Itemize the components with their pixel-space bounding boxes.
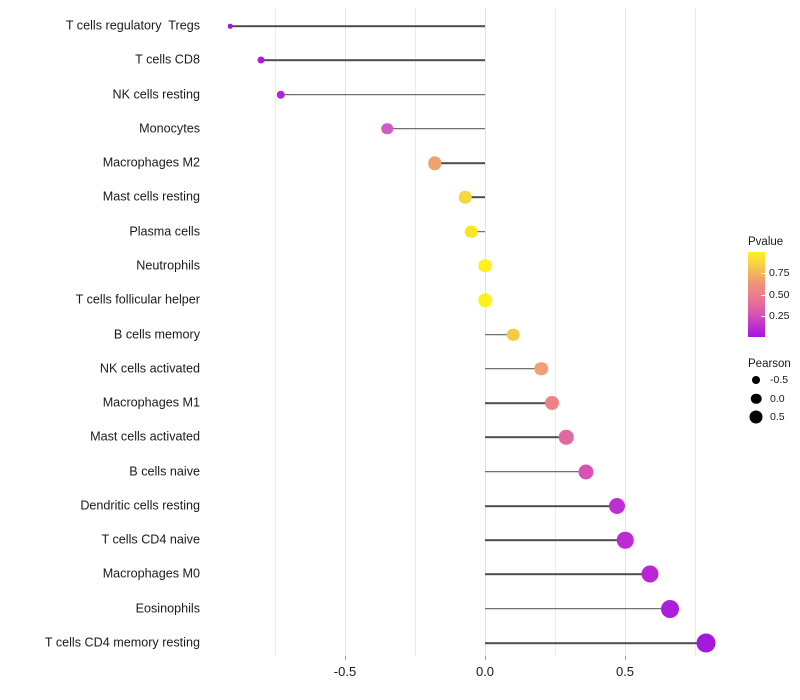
y-axis-tick-label: T cells CD8 <box>135 52 200 67</box>
y-axis-tick-label: Dendritic cells resting <box>80 498 200 513</box>
size-legend-dot <box>752 376 760 384</box>
lollipop-dot[interactable] <box>696 633 716 653</box>
colorbar-tick-mark <box>761 273 765 275</box>
y-axis-tick-label: B cells naive <box>129 464 200 479</box>
lollipop-stem <box>485 642 707 644</box>
x-axis-tick-label: 0.0 <box>475 664 495 679</box>
gridline-minor <box>695 8 696 656</box>
y-axis-tick-label: Macrophages M1 <box>102 395 200 410</box>
size-legend-label: 0.5 <box>770 411 785 423</box>
size-legend-label: 0.0 <box>770 392 785 405</box>
y-axis-tick-label: Eosinophils <box>135 601 200 616</box>
x-axis-tick-mark <box>345 656 346 660</box>
lollipop-stem <box>485 607 670 610</box>
x-axis-tick-label: 0.5 <box>615 664 635 679</box>
lollipop-dot[interactable] <box>427 156 442 170</box>
gridline-minor <box>555 8 556 656</box>
y-axis-tick-label: T cells CD4 naive <box>101 532 200 547</box>
colorbar-tick-mark <box>761 315 765 317</box>
lollipop-dot[interactable] <box>478 259 492 273</box>
x-axis-tick-label: -0.5 <box>333 664 357 679</box>
lollipop-dot[interactable] <box>608 497 625 514</box>
y-axis-tick-label: Macrophages M2 <box>102 155 200 170</box>
y-axis-tick-label: Neutrophils <box>136 258 200 273</box>
lollipop-dot[interactable] <box>545 396 560 411</box>
size-legend-dot <box>750 393 762 404</box>
lollipop-dot[interactable] <box>578 464 594 480</box>
lollipop-stem <box>434 162 485 164</box>
pearson-size-legend: Pearson -0.5 0.0 0.5 <box>745 358 800 438</box>
lollipop-dot[interactable] <box>478 293 492 307</box>
lollipop-stem <box>485 470 586 473</box>
lollipop-dot[interactable] <box>534 362 548 376</box>
pvalue-legend-title: Pvalue <box>748 236 784 248</box>
x-axis-tick-mark <box>625 656 626 660</box>
lollipop-stem <box>387 128 485 130</box>
lollipop-stem <box>485 368 541 370</box>
lollipop-dot[interactable] <box>381 123 393 135</box>
lollipop-dot[interactable] <box>506 328 520 341</box>
size-legend-label: -0.5 <box>770 374 789 386</box>
colorbar-tick-label: 0.25 <box>769 309 790 322</box>
y-axis-tick-label: NK cells resting <box>112 87 201 102</box>
gridline-major <box>345 8 346 656</box>
lollipop-dot[interactable] <box>616 531 634 549</box>
lollipop-dot[interactable] <box>276 90 285 99</box>
lollipop-dot[interactable] <box>558 430 574 445</box>
colorbar-tick-label: 0.50 <box>769 288 790 301</box>
lollipop-stem <box>485 436 567 439</box>
gridline-minor <box>275 8 276 656</box>
y-axis-tick-label: B cells memory <box>113 327 200 342</box>
pvalue-color-legend: Pvalue 0.75 0.50 0.25 <box>745 236 800 346</box>
gridline-major <box>625 8 626 656</box>
y-axis-tick-label: T cells CD4 memory resting <box>44 635 200 650</box>
lollipop-stem <box>485 402 553 404</box>
y-axis-tick-label: Mast cells resting <box>102 190 200 205</box>
lollipop-dot[interactable] <box>464 225 478 238</box>
y-axis-tick-label: Mast cells activated <box>90 430 200 445</box>
plot-panel <box>210 8 740 656</box>
y-axis-tick-label: T cells regulatory Tregs <box>65 18 200 33</box>
lollipop-dot[interactable] <box>660 599 679 618</box>
x-axis-tick-mark <box>485 656 486 660</box>
lollipop-stem <box>261 59 485 62</box>
gridline-minor <box>415 8 416 656</box>
lollipop-stem <box>485 333 513 336</box>
lollipop-stem <box>280 93 485 96</box>
lollipop-stem <box>485 539 625 541</box>
lollipop-stem <box>465 196 485 199</box>
y-axis-tick-label: T cells follicular helper <box>75 292 200 307</box>
y-axis-tick-label: Plasma cells <box>129 224 200 239</box>
lollipop-stem <box>471 230 485 233</box>
lollipop-stem <box>485 505 617 507</box>
lollipop-dot[interactable] <box>459 191 472 204</box>
y-axis-tick-label: NK cells activated <box>99 361 200 376</box>
pvalue-colorbar <box>748 252 765 337</box>
y-axis-tick-label: Monocytes <box>139 121 200 136</box>
pearson-legend-title: Pearson <box>748 358 791 370</box>
lollipop-stem <box>485 573 651 576</box>
colorbar-tick-label: 0.75 <box>769 267 790 280</box>
lollipop-dot[interactable] <box>227 23 233 29</box>
y-axis-tick-label: Macrophages M0 <box>102 567 200 582</box>
gridline-major <box>485 8 486 656</box>
lollipop-dot[interactable] <box>257 56 265 64</box>
colorbar-tick-mark <box>761 294 765 296</box>
lollipop-dot[interactable] <box>641 565 659 583</box>
lollipop-stem <box>230 25 485 27</box>
size-legend-dot <box>749 410 763 424</box>
